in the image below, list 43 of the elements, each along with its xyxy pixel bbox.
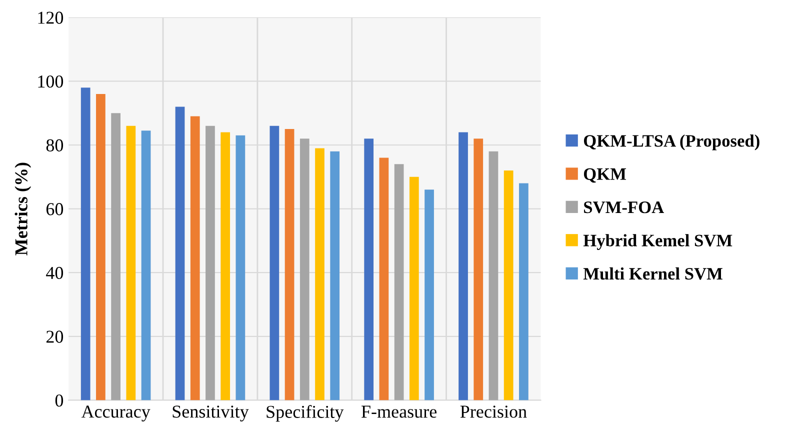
bar	[488, 151, 498, 400]
y-tick-label: 80	[46, 139, 64, 152]
legend-label: Hybrid Kemel SVM	[583, 234, 732, 250]
bar	[175, 106, 185, 400]
bar	[300, 138, 310, 400]
bar	[236, 135, 246, 400]
bar	[474, 138, 484, 400]
bar	[458, 132, 468, 400]
bar	[504, 170, 514, 400]
x-tick-label: Specificity	[266, 405, 344, 422]
bar	[206, 126, 215, 400]
bar	[141, 130, 151, 400]
x-tick-label: Accuracy	[81, 406, 150, 422]
y-tick-label: 40	[46, 266, 64, 280]
y-tick-label: 120	[38, 12, 64, 24]
bar	[409, 176, 419, 400]
legend-label: QKM-LTSA (Proposed)	[584, 134, 760, 150]
bar	[80, 88, 90, 400]
bar	[96, 94, 106, 400]
bar	[519, 183, 528, 400]
x-tick-label: Sensitivity	[172, 406, 249, 422]
bar	[364, 138, 374, 400]
bar	[330, 151, 340, 400]
y-tick-label: 60	[46, 203, 64, 216]
bar	[394, 164, 404, 400]
bar	[270, 126, 280, 400]
legend-label: Multi Kernel SVM	[583, 267, 722, 280]
bar	[220, 132, 230, 400]
x-tick-label: Precision	[460, 406, 527, 418]
y-axis-title: Metrics (%)	[14, 162, 32, 256]
legend-label: QKM	[584, 168, 626, 183]
x-tick-label: F-measure	[361, 406, 437, 418]
bar	[126, 126, 136, 400]
bar	[284, 129, 294, 400]
y-tick-label: 20	[46, 330, 64, 343]
bar	[190, 116, 200, 400]
bar	[315, 148, 324, 400]
y-tick-label: 100	[38, 75, 64, 88]
legend-label: SVM-FOA	[584, 202, 664, 214]
bar	[424, 190, 434, 400]
bar	[111, 113, 120, 400]
y-tick-label: 0	[55, 394, 64, 407]
bar	[379, 158, 389, 400]
